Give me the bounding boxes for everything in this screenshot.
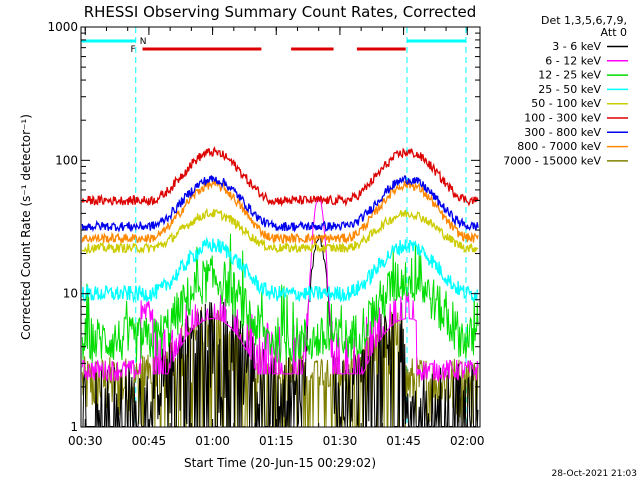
series-line-300-800kev [81, 175, 479, 233]
night-flag-label: N [140, 37, 147, 47]
y-tick-label: 100 [55, 153, 78, 167]
y-tick-label: 1 [70, 420, 78, 434]
legend-entry-label: 100 - 300 keV [524, 112, 601, 125]
legend-entry-label: 50 - 100 keV [531, 97, 601, 110]
plot-frame [80, 26, 481, 428]
x-tick-label: 00:45 [132, 434, 167, 448]
y-axis-label: Corrected Count Rate (s⁻¹ detector⁻¹) [19, 114, 33, 340]
legend-header-line: Det 1,3,5,6,7,9, [541, 14, 627, 27]
legend-header-line: Att 0 [601, 26, 627, 39]
legend-entry-label: 800 - 7000 keV [517, 140, 601, 153]
flare-flag-label: F [131, 45, 136, 55]
legend-entry-label: 3 - 6 keV [552, 40, 601, 53]
series-line-50-100kev [81, 207, 479, 255]
x-tick-label: 00:30 [68, 434, 103, 448]
axes-layer: 00:30 00:45 01:00 01:15 01:30 01:45 02:00 1 10 10… [47, 20, 484, 448]
x-tick-label: 01:00 [195, 434, 230, 448]
legend-entry-label: 6 - 12 keV [545, 54, 601, 67]
series-line-12-25kev [81, 233, 479, 363]
legend-entry-label: 25 - 50 keV [538, 83, 601, 96]
series-line-800-7000kev [81, 179, 479, 245]
x-tick-label: 01:30 [323, 434, 358, 448]
series-line-100-300kev [81, 145, 479, 208]
series-line-25-50kev [81, 236, 479, 304]
series-line-6-12kev [81, 196, 479, 383]
timestamp: 28-Oct-2021 21:03 [552, 469, 637, 479]
y-tick-label: 1000 [47, 20, 78, 34]
x-tick-label: 01:15 [259, 434, 294, 448]
legend-entry-label: 7000 - 15000 keV [503, 154, 601, 167]
series-line-7000-15000kev [81, 305, 479, 429]
x-axis-label: Start Time (20-Jun-15 00:29:02) [184, 456, 376, 470]
y-tick-label: 10 [63, 287, 78, 301]
chart-title: RHESSI Observing Summary Count Rates, Co… [84, 3, 477, 21]
x-tick-label: 01:45 [386, 434, 421, 448]
legend-entry-label: 300 - 800 keV [524, 126, 601, 139]
legend-entry-label: 12 - 25 keV [538, 69, 601, 82]
x-tick-label: 02:00 [450, 434, 485, 448]
